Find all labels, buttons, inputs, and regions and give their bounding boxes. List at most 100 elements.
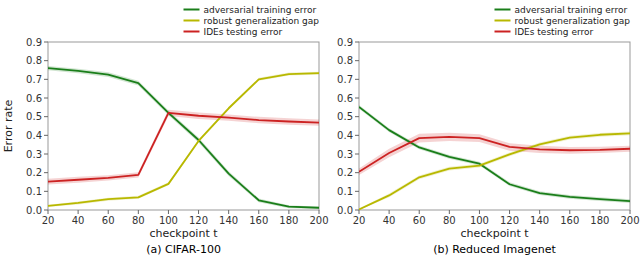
y-tick xyxy=(44,135,48,136)
y-tick xyxy=(355,116,359,117)
x-tick-label: 20 xyxy=(42,215,55,226)
plot-data xyxy=(48,66,319,209)
x-tick-label: 160 xyxy=(249,215,268,226)
legend-label: robust generalization gap xyxy=(515,16,631,26)
legend-swatch xyxy=(495,20,511,22)
y-tick-label: 0.4 xyxy=(337,130,353,141)
series-line xyxy=(48,68,319,208)
y-tick xyxy=(44,79,48,80)
x-tick xyxy=(258,210,259,214)
legend-swatch xyxy=(495,31,511,33)
x-tick-label: 40 xyxy=(72,215,85,226)
y-tick xyxy=(355,210,359,211)
y-tick xyxy=(44,172,48,173)
legend-swatch xyxy=(184,31,200,33)
y-tick xyxy=(44,116,48,117)
y-tick-label: 0.3 xyxy=(337,149,353,160)
x-tick xyxy=(419,210,420,214)
x-tick xyxy=(48,210,49,214)
x-tick-label: 180 xyxy=(279,215,298,226)
x-axis-label: checkpoint t xyxy=(149,227,218,240)
x-tick-label: 120 xyxy=(500,215,519,226)
plot-data xyxy=(359,105,630,210)
legend-swatch xyxy=(184,20,200,22)
legend-label: adversarial training error xyxy=(515,5,628,15)
x-tick xyxy=(389,210,390,214)
y-tick xyxy=(355,79,359,80)
y-tick-label: 0.5 xyxy=(337,111,353,122)
x-tick xyxy=(630,210,631,214)
y-tick xyxy=(44,210,48,211)
x-tick xyxy=(168,210,169,214)
y-tick-label: 0.3 xyxy=(26,149,42,160)
y-tick-label: 0.2 xyxy=(337,167,353,178)
legend: adversarial training errorrobust general… xyxy=(184,5,320,37)
x-tick xyxy=(569,210,570,214)
panel: 0.00.10.20.30.40.50.60.70.80.92040608010… xyxy=(2,5,329,256)
x-tick-label: 140 xyxy=(219,215,238,226)
x-tick xyxy=(108,210,109,214)
x-tick xyxy=(78,210,79,214)
x-tick-label: 60 xyxy=(413,215,426,226)
y-axis-label: Error rate xyxy=(2,99,15,152)
x-tick-label: 200 xyxy=(309,215,328,226)
x-tick-label: 100 xyxy=(470,215,489,226)
y-tick xyxy=(355,172,359,173)
x-tick xyxy=(138,210,139,214)
series-line xyxy=(359,133,630,209)
panel-title: (b) Reduced Imagenet xyxy=(433,243,556,256)
y-tick xyxy=(44,154,48,155)
y-tick-label: 0.9 xyxy=(337,37,353,48)
series-line xyxy=(359,137,630,172)
y-tick xyxy=(44,60,48,61)
y-tick xyxy=(355,60,359,61)
x-tick-label: 20 xyxy=(353,215,366,226)
x-tick xyxy=(198,210,199,214)
series-line xyxy=(48,73,319,206)
plot-frame xyxy=(359,42,630,210)
x-tick-label: 160 xyxy=(560,215,579,226)
y-tick xyxy=(355,98,359,99)
y-tick-label: 0.2 xyxy=(26,167,42,178)
y-tick xyxy=(355,154,359,155)
x-tick xyxy=(539,210,540,214)
y-tick xyxy=(44,191,48,192)
y-tick xyxy=(355,191,359,192)
y-tick-label: 0.6 xyxy=(337,93,353,104)
x-tick xyxy=(599,210,600,214)
y-tick-label: 0.0 xyxy=(26,205,42,216)
x-tick xyxy=(449,210,450,214)
lines xyxy=(359,107,630,209)
x-tick xyxy=(479,210,480,214)
y-tick xyxy=(44,42,48,43)
y-tick xyxy=(355,135,359,136)
lines xyxy=(48,68,319,208)
panel-title: (a) CIFAR-100 xyxy=(146,243,221,256)
error-band xyxy=(359,133,630,175)
y-tick-label: 0.6 xyxy=(26,93,42,104)
plot-frame xyxy=(48,42,319,210)
x-axis-label: checkpoint t xyxy=(460,227,529,240)
x-tick-label: 140 xyxy=(530,215,549,226)
legend: adversarial training errorrobust general… xyxy=(495,5,631,37)
y-tick-label: 0.1 xyxy=(337,186,353,197)
series-line xyxy=(48,113,319,182)
y-tick xyxy=(355,42,359,43)
legend-swatch xyxy=(184,9,200,11)
x-tick xyxy=(288,210,289,214)
x-tick xyxy=(509,210,510,214)
x-tick-label: 100 xyxy=(159,215,178,226)
x-tick xyxy=(228,210,229,214)
bands xyxy=(359,105,630,210)
legend-label: IDEs testing error xyxy=(515,27,594,37)
y-tick-label: 0.5 xyxy=(26,111,42,122)
series-line xyxy=(359,107,630,201)
x-tick-label: 60 xyxy=(102,215,115,226)
y-tick-label: 0.7 xyxy=(337,74,353,85)
y-tick-label: 0.4 xyxy=(26,130,42,141)
y-tick-label: 0.7 xyxy=(26,74,42,85)
legend-label: robust generalization gap xyxy=(204,16,320,26)
bands xyxy=(48,66,319,209)
y-tick-label: 0.9 xyxy=(26,37,42,48)
error-band xyxy=(48,72,319,207)
